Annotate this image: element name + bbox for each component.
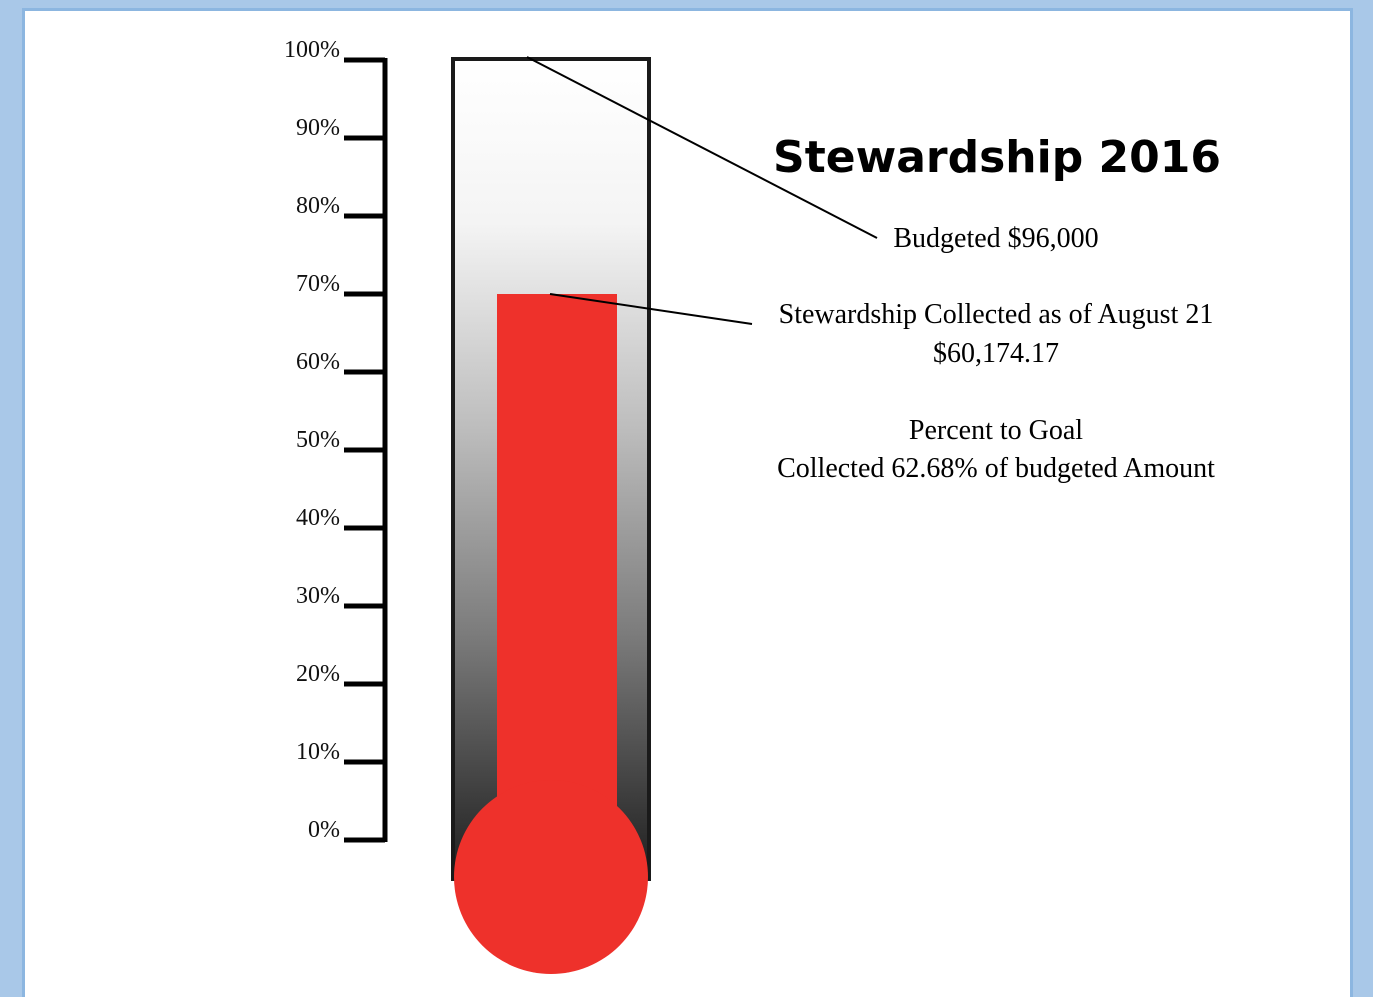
scale-tick-label-100: 100% xyxy=(284,37,340,63)
collected-label: Stewardship Collected as of August 21 xyxy=(779,299,1214,330)
scale-tick-label-90: 90% xyxy=(296,115,340,141)
scale-tick-label-70: 70% xyxy=(296,271,340,297)
percent-to-goal-heading: Percent to Goal xyxy=(909,415,1083,446)
percent-scale: 0% 10% 20% 30% 40% 50% 60% 70% 80% 90% 100% xyxy=(284,37,388,843)
budgeted-label: Budgeted $96,000 xyxy=(893,223,1098,254)
budget-leader-line xyxy=(526,56,878,239)
scale-tick-label-60: 60% xyxy=(296,349,340,375)
mercury-bulb xyxy=(454,780,648,974)
scale-tick-label-30: 30% xyxy=(296,583,340,609)
chart-title: Stewardship 2016 xyxy=(773,132,1221,183)
collected-amount: $60,174.17 xyxy=(933,338,1059,369)
scale-tick-label-10: 10% xyxy=(296,739,340,765)
collected-leader-line xyxy=(549,293,753,325)
scale-tick-label-0: 0% xyxy=(308,817,340,843)
mercury-column xyxy=(497,294,617,875)
percent-collected-label: Collected 62.68% of budgeted Amount xyxy=(777,453,1215,484)
scale-tick-label-20: 20% xyxy=(296,661,340,687)
scale-tick-label-40: 40% xyxy=(296,505,340,531)
scale-tick-label-80: 80% xyxy=(296,193,340,219)
scale-tick-label-50: 50% xyxy=(296,427,340,453)
